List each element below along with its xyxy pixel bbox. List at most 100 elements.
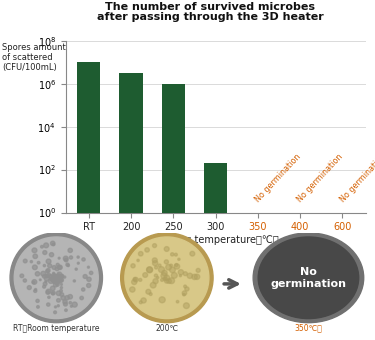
Text: No germination: No germination [296, 152, 345, 204]
Text: 350℃～: 350℃～ [294, 324, 322, 333]
Circle shape [190, 251, 195, 256]
Circle shape [149, 293, 152, 295]
Circle shape [33, 265, 37, 270]
Bar [162, 84, 185, 340]
Circle shape [47, 273, 51, 276]
Circle shape [83, 274, 87, 278]
Circle shape [69, 302, 72, 304]
Circle shape [137, 259, 139, 261]
Text: of scattered: of scattered [2, 53, 52, 62]
Circle shape [134, 277, 138, 282]
Circle shape [167, 279, 171, 284]
Circle shape [56, 283, 59, 286]
Circle shape [58, 277, 63, 282]
Circle shape [175, 264, 178, 267]
Circle shape [170, 267, 176, 273]
Circle shape [61, 296, 65, 300]
Circle shape [67, 264, 69, 267]
Circle shape [89, 271, 93, 274]
Circle shape [183, 303, 189, 308]
Text: No germination: No germination [254, 152, 303, 204]
Bar [120, 73, 143, 340]
Text: The number of survived microbes: The number of survived microbes [105, 2, 315, 12]
Circle shape [171, 253, 174, 256]
Circle shape [55, 279, 58, 282]
Circle shape [49, 275, 52, 278]
Text: No
germination: No germination [270, 267, 346, 289]
Circle shape [43, 265, 46, 267]
Circle shape [157, 276, 159, 279]
Circle shape [160, 278, 164, 282]
X-axis label: Heating temperature（℃）: Heating temperature（℃） [153, 235, 279, 245]
Circle shape [87, 277, 91, 282]
Circle shape [20, 274, 24, 278]
Circle shape [132, 279, 137, 285]
Circle shape [150, 282, 156, 288]
Circle shape [55, 276, 59, 280]
Circle shape [54, 311, 57, 314]
Circle shape [143, 273, 148, 277]
Circle shape [46, 303, 50, 306]
Circle shape [183, 293, 185, 296]
Circle shape [154, 266, 158, 269]
Circle shape [57, 305, 59, 307]
Circle shape [81, 288, 85, 291]
Circle shape [72, 302, 77, 307]
Circle shape [51, 291, 55, 295]
Circle shape [153, 278, 158, 284]
Circle shape [37, 261, 40, 264]
Circle shape [66, 263, 69, 266]
Circle shape [80, 296, 83, 300]
Circle shape [54, 306, 57, 308]
Circle shape [141, 298, 146, 303]
Circle shape [82, 258, 85, 261]
Circle shape [64, 309, 67, 311]
Circle shape [46, 274, 49, 276]
Circle shape [161, 273, 167, 279]
Circle shape [158, 264, 161, 267]
Circle shape [174, 264, 180, 269]
Circle shape [77, 262, 79, 264]
Circle shape [36, 299, 39, 303]
Circle shape [196, 268, 200, 272]
Circle shape [14, 237, 98, 319]
Circle shape [138, 252, 143, 256]
Circle shape [34, 289, 37, 292]
Circle shape [56, 281, 59, 284]
Circle shape [133, 277, 137, 281]
Circle shape [53, 275, 57, 279]
Circle shape [139, 301, 142, 304]
Circle shape [68, 294, 72, 299]
Circle shape [179, 275, 182, 277]
Circle shape [40, 245, 43, 248]
Circle shape [56, 275, 59, 278]
Circle shape [178, 270, 183, 275]
Circle shape [46, 270, 49, 273]
Circle shape [147, 267, 153, 273]
Circle shape [52, 273, 56, 277]
Circle shape [51, 241, 55, 245]
Circle shape [54, 279, 59, 284]
Circle shape [53, 274, 55, 276]
Circle shape [57, 279, 61, 283]
Circle shape [39, 279, 41, 280]
Circle shape [75, 268, 77, 270]
Circle shape [152, 258, 157, 263]
Circle shape [121, 233, 213, 323]
Circle shape [55, 275, 58, 278]
Circle shape [30, 260, 33, 263]
Circle shape [65, 295, 69, 300]
Bar [77, 62, 101, 340]
Circle shape [131, 264, 135, 268]
Circle shape [170, 264, 172, 267]
Circle shape [164, 260, 168, 264]
Circle shape [63, 300, 67, 304]
Circle shape [184, 285, 186, 288]
Circle shape [139, 278, 142, 282]
Circle shape [73, 280, 75, 282]
Circle shape [147, 267, 152, 272]
Circle shape [48, 278, 53, 283]
Circle shape [194, 274, 200, 279]
Circle shape [159, 267, 165, 273]
Text: RT：Room temperature: RT：Room temperature [13, 324, 99, 333]
